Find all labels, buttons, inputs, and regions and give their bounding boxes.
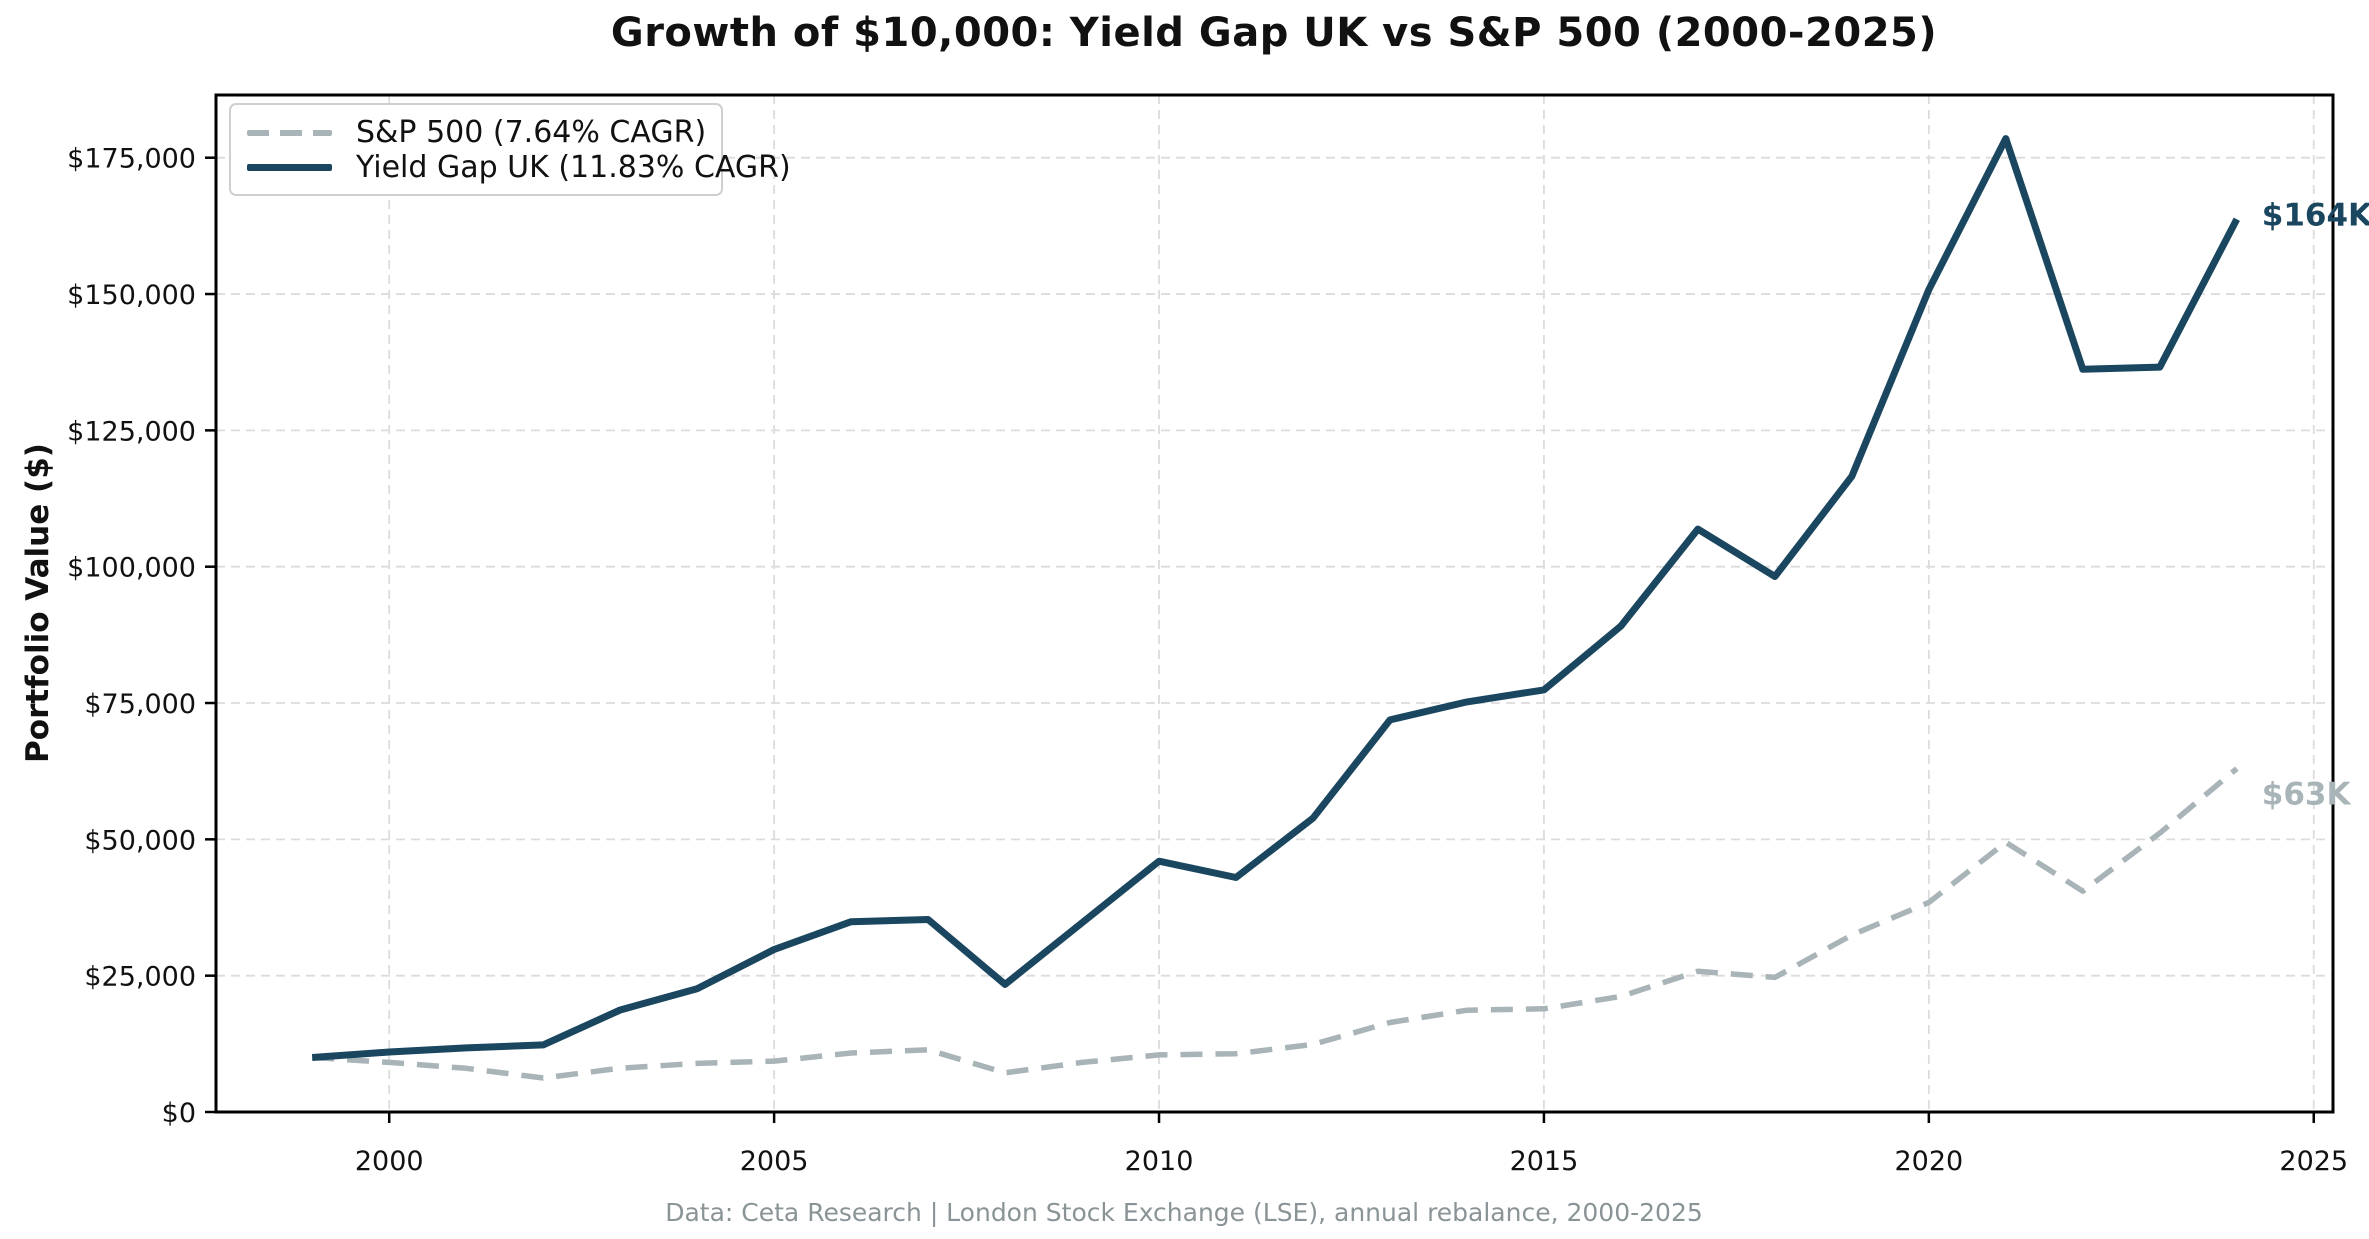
gridlines bbox=[216, 95, 2333, 1112]
legend-item-sp500: S&P 500 (7.64% CAGR) bbox=[247, 115, 707, 150]
legend-label-sp500: S&P 500 (7.64% CAGR) bbox=[356, 115, 707, 150]
x-tick-label: 2010 bbox=[1125, 1146, 1194, 1177]
x-tick-label: 2025 bbox=[2279, 1146, 2348, 1177]
y-tick-label: $50,000 bbox=[84, 825, 196, 856]
legend-label-yield-gap-uk: Yield Gap UK (11.83% CAGR) bbox=[356, 150, 791, 185]
y-tick-label: $0 bbox=[162, 1098, 196, 1129]
x-tick-label: 2005 bbox=[740, 1146, 809, 1177]
legend: S&P 500 (7.64% CAGR) Yield Gap UK (11.83… bbox=[229, 103, 791, 196]
sp500-line bbox=[312, 766, 2239, 1081]
y-tick-label: $100,000 bbox=[67, 553, 196, 584]
x-tick-label: 2000 bbox=[355, 1146, 424, 1177]
data-source-caption: Data: Ceta Research | London Stock Excha… bbox=[665, 1198, 1703, 1227]
axis-ticks bbox=[205, 156, 2316, 1123]
sp500-line-swatch bbox=[247, 129, 332, 136]
x-tick-label: 2015 bbox=[1510, 1146, 1579, 1177]
yield-gap-uk-line bbox=[311, 135, 2240, 1061]
y-tick-label: $125,000 bbox=[67, 416, 196, 447]
x-tick-label: 2020 bbox=[1894, 1146, 1963, 1177]
y-tick-label: $25,000 bbox=[84, 962, 196, 993]
yield-gap-uk-end-value-label: $164K bbox=[2262, 197, 2369, 233]
tick-labels: 2000 2005 2010 2015 2020 2025 $0 $25,000 $50,000… bbox=[67, 144, 2348, 1177]
sp500-end-value-label: $63K bbox=[2262, 777, 2352, 813]
axis-frame bbox=[214, 93, 2335, 1114]
y-tick-label: $75,000 bbox=[84, 689, 196, 720]
y-tick-label: $175,000 bbox=[67, 144, 196, 175]
y-tick-label: $150,000 bbox=[67, 280, 196, 311]
yield-gap-uk-line-swatch bbox=[247, 164, 332, 171]
chart-title: Growth of $10,000: Yield Gap UK vs S&P 5… bbox=[610, 10, 1938, 56]
y-axis-label: Portfolio Value ($) bbox=[20, 443, 56, 763]
legend-item-yield-gap-uk: Yield Gap UK (11.83% CAGR) bbox=[247, 150, 791, 185]
